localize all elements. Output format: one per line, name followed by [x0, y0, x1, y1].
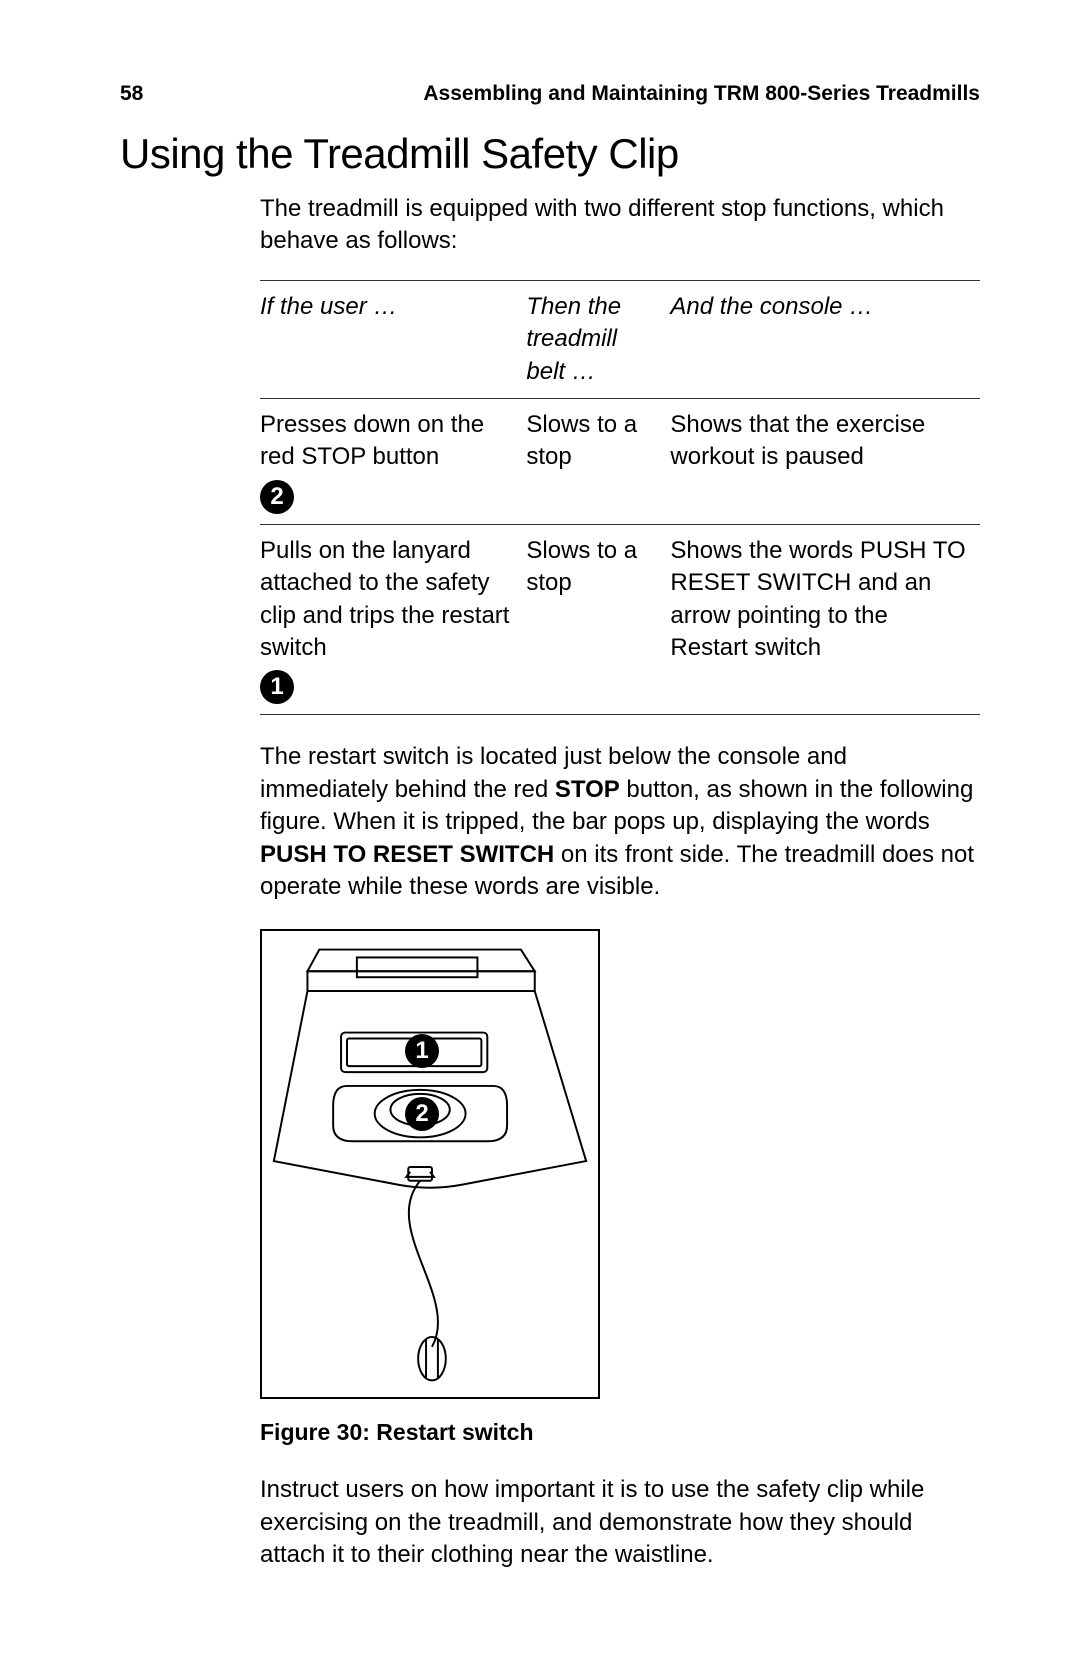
callout-badge-2: 2 [260, 480, 294, 514]
page-header: 58 Assembling and Maintaining TRM 800-Se… [120, 80, 980, 108]
safety-functions-table: If the user … Then the treadmill belt … … [260, 280, 980, 716]
table-cell: Pulls on the lanyard attached to the saf… [260, 524, 526, 715]
table-header: And the console … [670, 280, 980, 398]
table-cell: Slows to a stop [526, 398, 670, 524]
table-cell: Shows that the exercise workout is pause… [670, 398, 980, 524]
bold-text: PUSH TO RESET SWITCH [260, 841, 554, 868]
table-header: If the user … [260, 280, 526, 398]
table-row: Pulls on the lanyard attached to the saf… [260, 524, 980, 715]
bold-text: STOP [555, 776, 620, 803]
table-cell: Shows the words PUSH TO RESET SWITCH and… [670, 524, 980, 715]
restart-switch-paragraph: The restart switch is located just below… [260, 741, 980, 903]
closing-paragraph: Instruct users on how important it is to… [260, 1474, 980, 1571]
table-cell: Slows to a stop [526, 524, 670, 715]
running-title: Assembling and Maintaining TRM 800-Serie… [423, 80, 980, 108]
cell-text: Pulls on the lanyard attached to the saf… [260, 537, 509, 661]
intro-paragraph: The treadmill is equipped with two diffe… [260, 193, 980, 258]
restart-switch-figure: 1 2 [260, 929, 600, 1399]
figure-caption: Figure 30: Restart switch [260, 1417, 980, 1448]
table-header: Then the treadmill belt … [526, 280, 670, 398]
cell-text: Presses down on the red STOP button [260, 411, 484, 470]
page-number: 58 [120, 80, 143, 108]
page-title: Using the Treadmill Safety Clip [120, 126, 980, 183]
table-row: Presses down on the red STOP button 2 Sl… [260, 398, 980, 524]
table-cell: Presses down on the red STOP button 2 [260, 398, 526, 524]
callout-badge-1: 1 [260, 670, 294, 704]
